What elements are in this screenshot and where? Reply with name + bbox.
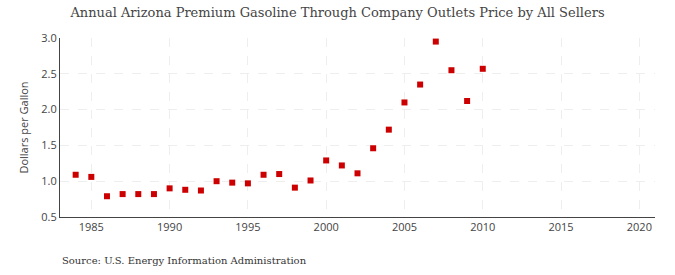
svg-text:2010: 2010 bbox=[470, 219, 495, 234]
svg-text:Source: U.S. Energy Informatio: Source: U.S. Energy Information Administ… bbox=[62, 255, 307, 266]
svg-text:Dollars per Gallon: Dollars per Gallon bbox=[16, 81, 31, 173]
svg-text:1985: 1985 bbox=[79, 219, 104, 234]
svg-text:0.5: 0.5 bbox=[41, 209, 56, 224]
svg-text:2.5: 2.5 bbox=[41, 66, 56, 81]
svg-text:2.0: 2.0 bbox=[41, 101, 56, 116]
svg-text:1990: 1990 bbox=[157, 219, 182, 234]
svg-text:2015: 2015 bbox=[548, 219, 573, 234]
svg-text:2020: 2020 bbox=[627, 219, 652, 234]
svg-text:3.0: 3.0 bbox=[41, 30, 56, 45]
svg-text:1.5: 1.5 bbox=[41, 137, 56, 152]
svg-text:1.0: 1.0 bbox=[41, 173, 56, 188]
svg-text:2000: 2000 bbox=[314, 219, 339, 234]
svg-text:2005: 2005 bbox=[392, 219, 417, 234]
svg-text:Annual Arizona Premium Gasolin: Annual Arizona Premium Gasoline Through … bbox=[69, 5, 604, 20]
svg-text:1995: 1995 bbox=[235, 219, 260, 234]
